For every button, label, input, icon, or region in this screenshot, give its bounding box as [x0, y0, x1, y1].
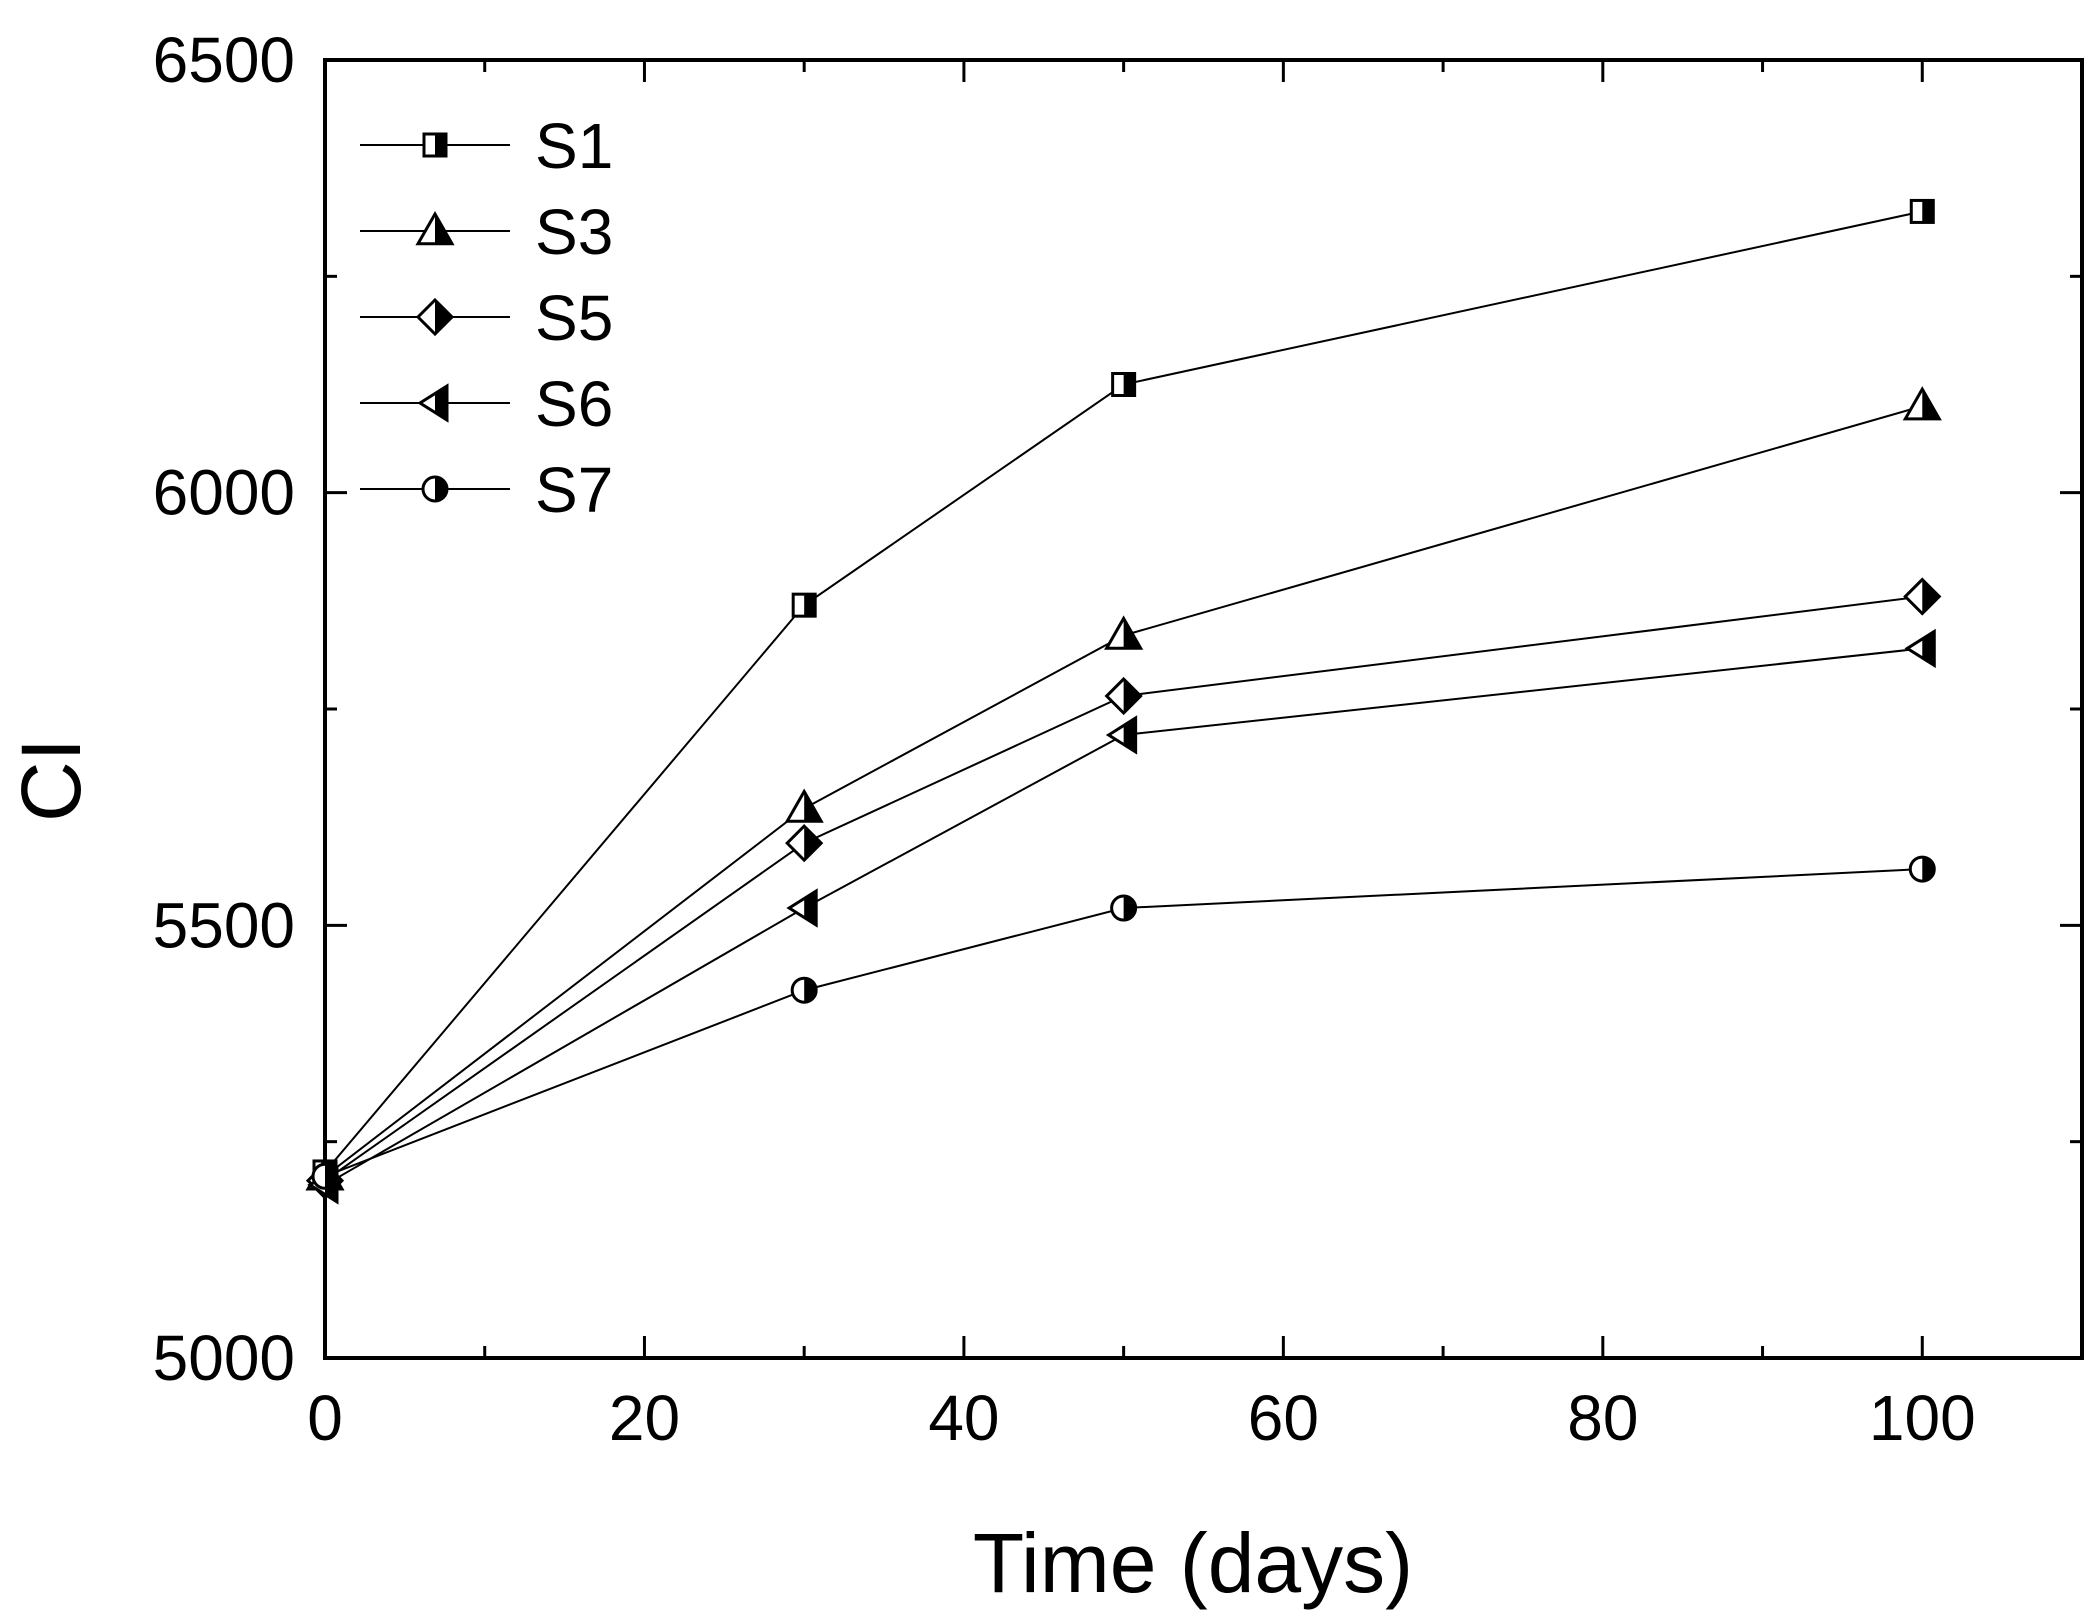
series-line-s5	[324, 595, 1923, 1182]
data-point-s6-fill	[1123, 717, 1136, 752]
data-point-s5-fill	[804, 826, 822, 861]
legend-marker-s7	[421, 475, 449, 503]
data-point-s6-fill	[804, 891, 817, 926]
legend-marker-s1-fill	[435, 134, 446, 156]
x-tick-label: 0	[307, 1382, 343, 1454]
x-tick-label: 20	[609, 1382, 680, 1454]
data-point-s3	[1902, 386, 1942, 421]
data-point-s5-fill	[1123, 679, 1141, 714]
legend-marker-s3	[415, 210, 455, 246]
data-point-s7	[311, 1162, 339, 1190]
legend-marker-s6-fill	[435, 386, 447, 420]
x-tick-label: 80	[1567, 1382, 1638, 1454]
data-point-s5-fill	[1922, 579, 1940, 614]
x-tick-label: 60	[1248, 1382, 1319, 1454]
data-point-s6-fill	[1922, 631, 1935, 666]
data-point-s1-fill	[1123, 373, 1135, 396]
series-line-s6	[324, 647, 1923, 1186]
data-point-s1-fill	[1922, 200, 1934, 223]
data-point-s1	[1909, 198, 1935, 224]
data-point-s7-fill	[325, 1164, 337, 1189]
legend-marker-s7-fill	[435, 477, 447, 501]
y-tick-label: 5500	[153, 889, 295, 961]
data-point-s6	[1105, 715, 1138, 755]
data-point-s3-fill	[804, 791, 822, 822]
data-point-s5	[785, 824, 824, 863]
x-tick-label: 40	[928, 1382, 999, 1454]
data-point-s1	[1111, 372, 1137, 397]
data-point-s7	[790, 976, 818, 1004]
data-point-s7-fill	[1123, 896, 1136, 921]
y-tick-label: 6500	[153, 24, 295, 96]
data-point-s3-fill	[1123, 618, 1141, 649]
data-point-s7-fill	[804, 978, 817, 1003]
data-point-s6	[1904, 628, 1936, 669]
data-point-s3	[784, 788, 824, 823]
legend-label-s5: S5	[535, 282, 613, 354]
legend-marker-s3-fill	[435, 214, 452, 244]
x-tick-label: 100	[1869, 1382, 1976, 1454]
legend-label-s3: S3	[535, 196, 613, 268]
data-point-s7	[1110, 894, 1138, 922]
legend-marker-s5	[415, 297, 455, 337]
y-axis-title: CI	[4, 738, 98, 822]
legend-label-s1: S1	[535, 110, 613, 182]
data-point-s5	[1104, 676, 1143, 716]
data-point-s3-fill	[1922, 389, 1940, 419]
y-tick-label: 6000	[153, 457, 295, 529]
series-line-s3	[324, 405, 1923, 1178]
data-point-s3	[1104, 615, 1144, 650]
legend-label-s7: S7	[535, 454, 613, 526]
series-line-s7	[324, 868, 1923, 1178]
y-tick-label: 5000	[153, 1322, 295, 1394]
data-point-s6	[786, 888, 818, 928]
x-axis-title: Time (days)	[973, 1516, 1413, 1610]
legend-marker-s1	[422, 132, 448, 158]
data-point-s7-fill	[1922, 857, 1935, 882]
legend-marker-s6	[417, 383, 449, 423]
data-point-s1-fill	[804, 594, 816, 617]
series-line-s1	[324, 210, 1923, 1173]
legend-label-s6: S6	[535, 368, 613, 440]
data-point-s1	[791, 592, 817, 618]
data-point-s5	[1903, 577, 1942, 616]
legend-marker-s5-fill	[435, 300, 452, 334]
data-point-s7	[1908, 855, 1936, 883]
